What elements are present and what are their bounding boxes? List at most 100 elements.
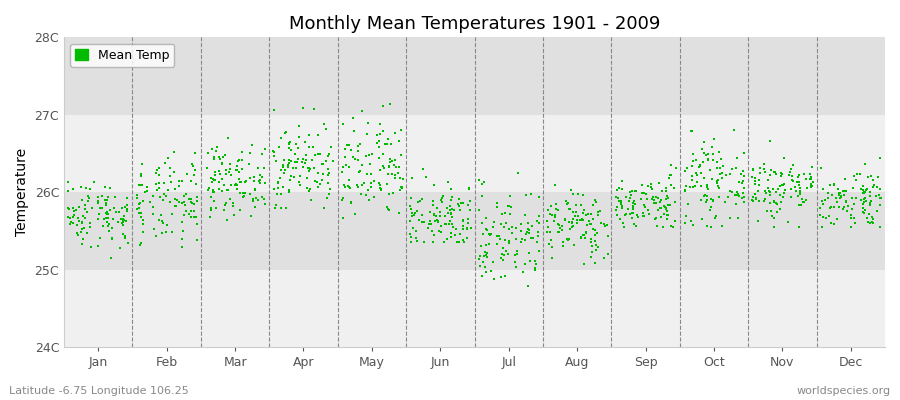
Point [292, 144, 306, 151]
Point [485, 259, 500, 265]
Point [421, 224, 436, 231]
Point [224, 182, 238, 188]
Point [622, 194, 636, 201]
Point [427, 210, 441, 217]
Point [693, 162, 707, 168]
Point [215, 159, 230, 166]
Point [427, 239, 441, 246]
Point [564, 224, 579, 231]
Point [61, 188, 76, 194]
Point [444, 230, 458, 236]
Point [652, 180, 666, 186]
Point [142, 199, 157, 206]
Point [461, 202, 475, 208]
Point [101, 211, 115, 218]
Point [804, 182, 818, 188]
Point [503, 192, 517, 199]
Point [577, 232, 591, 238]
Point [636, 190, 651, 196]
Point [247, 178, 261, 185]
Point [370, 140, 384, 146]
Point [360, 120, 374, 126]
Point [187, 172, 202, 178]
Point [861, 174, 876, 180]
Point [443, 206, 457, 213]
Point [629, 222, 643, 229]
Point [796, 199, 811, 206]
Point [847, 201, 861, 207]
Point [748, 190, 762, 197]
Point [480, 250, 494, 256]
Point [585, 249, 599, 255]
Point [431, 218, 446, 224]
Point [62, 215, 77, 221]
Point [101, 223, 115, 229]
Point [616, 220, 630, 226]
Point [184, 208, 198, 214]
Point [710, 177, 724, 183]
Point [752, 165, 767, 171]
Point [82, 195, 96, 201]
Point [577, 261, 591, 267]
Point [731, 215, 745, 221]
Point [493, 236, 508, 243]
Point [94, 204, 108, 211]
Point [653, 214, 668, 220]
Point [873, 186, 887, 192]
Point [769, 200, 783, 206]
Point [860, 215, 875, 222]
Point [859, 198, 873, 205]
Point [365, 151, 380, 158]
Point [644, 196, 659, 202]
Point [134, 210, 148, 216]
Point [356, 107, 370, 114]
Point [184, 200, 199, 206]
Point [759, 190, 773, 197]
Point [649, 215, 663, 221]
Point [176, 228, 190, 234]
Point [202, 186, 216, 193]
Point [413, 198, 428, 204]
Point [669, 164, 683, 171]
Point [286, 165, 301, 172]
Point [184, 208, 198, 215]
Point [161, 186, 176, 193]
Point [833, 190, 848, 196]
Point [531, 233, 545, 239]
Point [460, 225, 474, 232]
Point [134, 182, 148, 188]
Point [422, 218, 436, 224]
Point [182, 196, 196, 202]
Point [266, 148, 281, 155]
Point [461, 216, 475, 222]
Point [278, 130, 293, 136]
Point [115, 217, 130, 224]
Point [844, 206, 859, 212]
Point [663, 172, 678, 178]
Point [566, 191, 580, 197]
Point [664, 222, 679, 229]
Point [408, 210, 422, 216]
Point [336, 215, 350, 221]
Point [543, 210, 557, 217]
Point [248, 174, 262, 180]
Point [504, 204, 518, 210]
Point [575, 217, 590, 223]
Point [737, 150, 751, 157]
Point [695, 216, 709, 222]
Point [518, 237, 533, 243]
Point [267, 153, 282, 160]
Point [382, 159, 397, 166]
Point [86, 178, 101, 185]
Point [274, 134, 288, 141]
Point [66, 205, 80, 212]
Point [709, 212, 724, 219]
Point [864, 173, 878, 180]
Point [372, 154, 386, 161]
Point [440, 205, 454, 211]
Point [172, 183, 186, 189]
Point [210, 144, 224, 150]
Point [248, 187, 262, 194]
Point [204, 175, 219, 182]
Point [616, 224, 631, 230]
